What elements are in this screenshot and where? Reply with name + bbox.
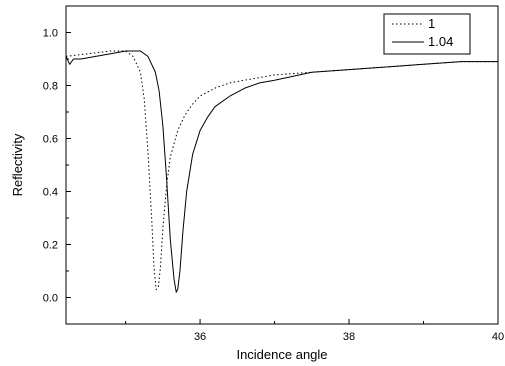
- plot-area: [65, 5, 499, 325]
- y-axis-title: Reflectivity: [10, 133, 25, 196]
- y-tick-label: 0.0: [43, 293, 58, 305]
- y-tick-label: 0.2: [43, 240, 58, 252]
- legend: 1 1.04: [383, 13, 471, 55]
- x-axis-title: Incidence angle: [236, 347, 327, 362]
- y-tick-label: 1.0: [43, 28, 58, 40]
- x-tick-label: 40: [492, 331, 504, 343]
- x-tick-label: 36: [194, 331, 206, 343]
- series-line-1-04: [65, 50, 498, 293]
- y-tick-label: 0.6: [43, 134, 58, 146]
- series-layer: [65, 50, 498, 293]
- y-tick-label: 0.8: [43, 81, 58, 93]
- legend-label-2: 1.04: [428, 34, 453, 49]
- axis-ticks: 36 38 40 0.0 0.2 0.4 0.6 0.8 1.0: [43, 5, 504, 343]
- legend-box: [383, 13, 471, 55]
- y-tick-label: 0.4: [43, 187, 58, 199]
- legend-label-1: 1: [428, 16, 435, 31]
- x-tick-label: 38: [343, 331, 355, 343]
